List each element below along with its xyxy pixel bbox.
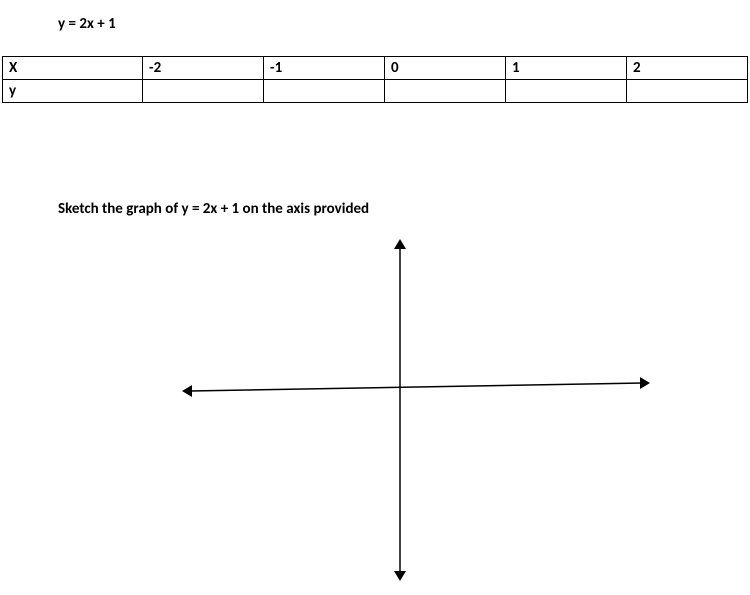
y-cell (385, 80, 506, 103)
x-cell: 1 (506, 57, 627, 80)
y-cell (627, 80, 748, 103)
x-axis-line (190, 383, 642, 391)
y-axis-arrow-down (394, 571, 406, 581)
x-cell: 2 (627, 57, 748, 80)
y-cell (143, 80, 264, 103)
y-cell (506, 80, 627, 103)
table: X -2 -1 0 1 2 y (2, 56, 748, 103)
x-cell: -1 (264, 57, 385, 80)
table-row-y: y (3, 80, 748, 103)
row-label-x: X (3, 57, 143, 80)
table-row-x: X -2 -1 0 1 2 (3, 57, 748, 80)
coordinate-axes (150, 235, 670, 595)
instruction-text: Sketch the graph of y = 2x + 1 on the ax… (58, 200, 369, 218)
xy-table: X -2 -1 0 1 2 y (2, 56, 748, 103)
x-axis-arrow-right (640, 377, 650, 389)
y-axis-arrow-up (394, 239, 406, 249)
x-cell: 0 (385, 57, 506, 80)
x-cell: -2 (143, 57, 264, 80)
y-cell (264, 80, 385, 103)
x-axis-arrow-left (182, 385, 192, 397)
equation-text: y = 2x + 1 (58, 15, 116, 33)
row-label-y: y (3, 80, 143, 103)
